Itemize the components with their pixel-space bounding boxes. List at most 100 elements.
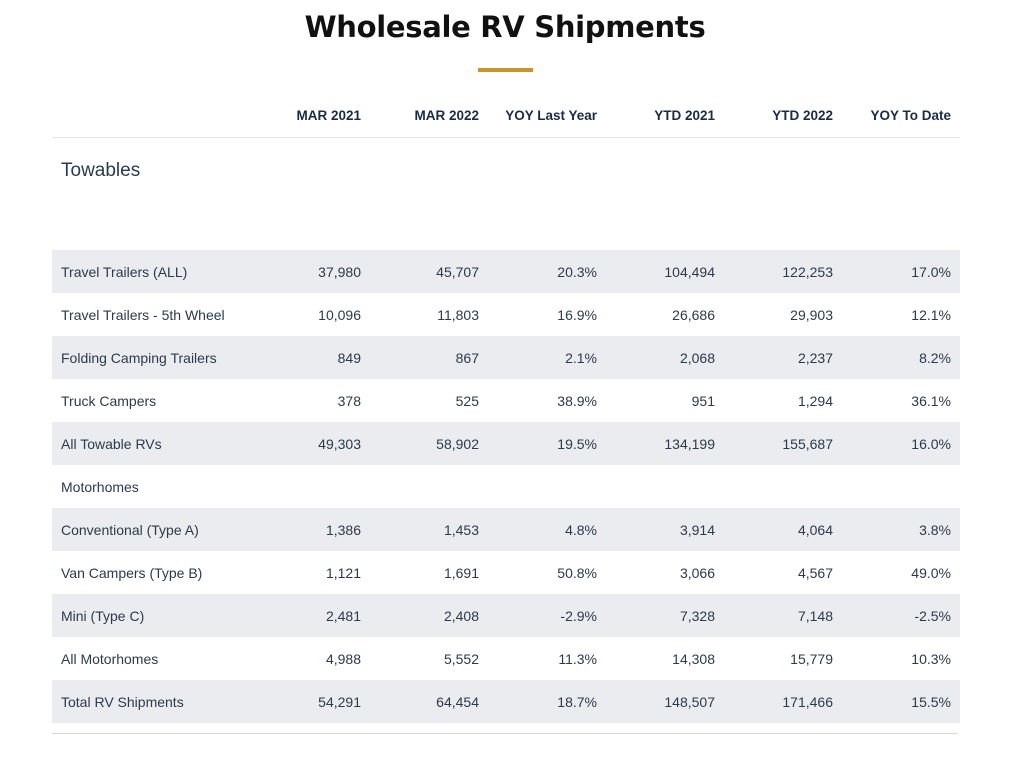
cell-mar-2022: 1,691 (443, 564, 479, 581)
row-label: Folding Camping Trailers (52, 336, 252, 379)
cell-yoy-to-date: 36.1% (911, 392, 951, 409)
section-row-towables: Towables (52, 138, 960, 251)
cell-ytd-2022: 29,903 (790, 306, 833, 323)
cell-ytd-2022: 4,567 (797, 564, 833, 581)
cell-ytd-2022: 2,237 (724, 336, 842, 379)
column-header-mar-2021: MAR 2021 (252, 94, 370, 138)
cell-ytd-2022: 7,148 (724, 594, 842, 637)
cell-yoy-last-year: 4.8% (488, 508, 606, 551)
column-header-label (52, 94, 252, 138)
column-header-yoy-to-date: YOY To Date (842, 94, 960, 138)
cell-yoy-to-date (842, 465, 960, 508)
cell-ytd-2021: 3,066 (679, 564, 715, 581)
page-title: Wholesale RV Shipments (304, 10, 706, 44)
column-header-yoy-last-year: YOY Last Year (488, 94, 606, 138)
row-label: Travel Trailers (ALL) (52, 250, 252, 293)
row-label: Truck Campers (61, 392, 157, 409)
table-row: All Motorhomes 4,988 5,552 11.3% 14,308 … (52, 637, 960, 680)
table-row: Travel Trailers - 5th Wheel 10,096 11,80… (52, 293, 960, 336)
cell-mar-2021: 37,980 (252, 250, 370, 293)
row-label: Motorhomes (61, 478, 139, 495)
cell-ytd-2021: 148,507 (606, 680, 724, 723)
cell-mar-2022: 2,408 (370, 594, 488, 637)
cell-ytd-2021: 3,914 (606, 508, 724, 551)
header-row: MAR 2021 MAR 2022 YOY Last Year YTD 2021… (52, 94, 960, 138)
cell-yoy-to-date: 15.5% (842, 680, 960, 723)
cell-yoy-to-date: 8.2% (842, 336, 960, 379)
cell-yoy-last-year: 18.7% (488, 680, 606, 723)
cell-ytd-2022: 15,779 (790, 650, 833, 667)
cell-yoy-last-year: 16.9% (557, 306, 597, 323)
cell-ytd-2021: 26,686 (672, 306, 715, 323)
table-header: MAR 2021 MAR 2022 YOY Last Year YTD 2021… (52, 94, 960, 138)
cell-yoy-last-year: 50.8% (557, 564, 597, 581)
cell-yoy-last-year (488, 465, 606, 508)
row-label: Mini (Type C) (52, 594, 252, 637)
cell-mar-2021: 378 (337, 392, 361, 409)
column-header-ytd-2021: YTD 2021 (606, 94, 724, 138)
cell-ytd-2021 (606, 465, 724, 508)
table-row: Folding Camping Trailers 849 867 2.1% 2,… (52, 336, 960, 379)
cell-mar-2021: 2,481 (252, 594, 370, 637)
cell-ytd-2022: 1,294 (797, 392, 833, 409)
table-row: Travel Trailers (ALL) 37,980 45,707 20.3… (52, 250, 960, 293)
column-header-ytd-2022: YTD 2022 (724, 94, 842, 138)
column-header-mar-2022: MAR 2022 (370, 94, 488, 138)
cell-mar-2022: 1,453 (370, 508, 488, 551)
cell-ytd-2022 (724, 465, 842, 508)
cell-mar-2021: 1,121 (325, 564, 361, 581)
cell-ytd-2021: 134,199 (606, 422, 724, 465)
cell-ytd-2021: 14,308 (672, 650, 715, 667)
cell-yoy-to-date: 49.0% (911, 564, 951, 581)
table-row: Conventional (Type A) 1,386 1,453 4.8% 3… (52, 508, 960, 551)
cell-yoy-to-date: 16.0% (842, 422, 960, 465)
cell-mar-2021: 10,096 (318, 306, 361, 323)
bottom-divider (52, 733, 958, 734)
subsection-row-motorhomes: Motorhomes (52, 465, 960, 508)
table-row-total: Total RV Shipments 54,291 64,454 18.7% 1… (52, 680, 960, 723)
cell-ytd-2021: 951 (691, 392, 715, 409)
cell-ytd-2022: 4,064 (724, 508, 842, 551)
cell-mar-2021 (252, 465, 370, 508)
cell-ytd-2021: 104,494 (606, 250, 724, 293)
cell-mar-2022: 5,552 (443, 650, 479, 667)
cell-mar-2022: 525 (455, 392, 479, 409)
cell-yoy-last-year: 38.9% (557, 392, 597, 409)
cell-ytd-2021: 7,328 (606, 594, 724, 637)
cell-mar-2021: 49,303 (252, 422, 370, 465)
row-label: Conventional (Type A) (52, 508, 252, 551)
row-label: All Towable RVs (52, 422, 252, 465)
cell-mar-2021: 4,988 (325, 650, 361, 667)
cell-ytd-2022: 122,253 (724, 250, 842, 293)
table-row: Mini (Type C) 2,481 2,408 -2.9% 7,328 7,… (52, 594, 960, 637)
cell-ytd-2022: 171,466 (724, 680, 842, 723)
cell-yoy-last-year: 2.1% (488, 336, 606, 379)
cell-mar-2021: 54,291 (252, 680, 370, 723)
title-accent-rule (478, 68, 533, 72)
cell-yoy-to-date: 3.8% (842, 508, 960, 551)
cell-mar-2022: 867 (370, 336, 488, 379)
table-body: Towables Travel Trailers (ALL) 37,980 45… (52, 138, 960, 723)
table-row: All Towable RVs 49,303 58,902 19.5% 134,… (52, 422, 960, 465)
row-label: All Motorhomes (61, 650, 159, 667)
cell-yoy-to-date: 12.1% (911, 306, 951, 323)
cell-yoy-last-year: -2.9% (488, 594, 606, 637)
cell-mar-2021: 1,386 (252, 508, 370, 551)
shipments-table-container: MAR 2021 MAR 2022 YOY Last Year YTD 2021… (52, 94, 960, 723)
table-row: Truck Campers 378 525 38.9% 951 1,294 36… (52, 379, 960, 422)
row-label: Total RV Shipments (52, 680, 252, 723)
cell-yoy-to-date: 10.3% (911, 650, 951, 667)
cell-mar-2022 (370, 465, 488, 508)
cell-yoy-last-year: 11.3% (558, 650, 597, 667)
cell-mar-2022: 11,803 (437, 306, 479, 323)
cell-mar-2022: 45,707 (370, 250, 488, 293)
cell-yoy-last-year: 19.5% (488, 422, 606, 465)
cell-yoy-to-date: -2.5% (842, 594, 960, 637)
cell-mar-2021: 849 (252, 336, 370, 379)
row-label: Travel Trailers - 5th Wheel (61, 306, 225, 323)
table-row: Van Campers (Type B) 1,121 1,691 50.8% 3… (52, 551, 960, 594)
cell-mar-2022: 64,454 (370, 680, 488, 723)
shipments-table: MAR 2021 MAR 2022 YOY Last Year YTD 2021… (52, 94, 960, 723)
cell-yoy-to-date: 17.0% (842, 250, 960, 293)
section-label: Towables (61, 160, 141, 181)
